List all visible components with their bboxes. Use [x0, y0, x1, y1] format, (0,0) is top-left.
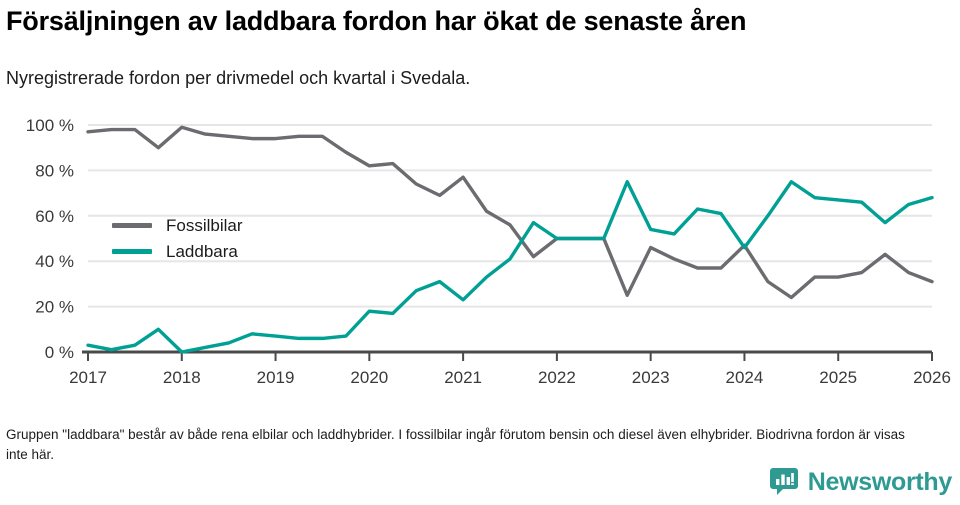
chart-svg: 0 % 20 % 40 % 60 % 80 % 100 % 2017 2018 2019 2020…: [26, 116, 951, 387]
page-subtitle: Nyregistrerade fordon per drivmedel och …: [6, 68, 471, 88]
x-axis-tick-label: 2026: [913, 368, 951, 387]
x-axis-tick-label: 2018: [163, 368, 201, 387]
legend-swatch-laddbara: [112, 248, 152, 254]
series-line-fossilbilar: [86, 125, 934, 300]
y-axis-tick-label: 20 %: [35, 298, 74, 317]
y-axis-tick-label: 0 %: [45, 343, 74, 362]
y-axis-tick-label: 60 %: [35, 207, 74, 226]
x-axis-tick-label: 2017: [69, 368, 107, 387]
y-axis-tick-label: 40 %: [35, 252, 74, 271]
footnote: Gruppen "laddbara" består av både rena e…: [6, 427, 905, 462]
legend-label-laddbara: Laddbara: [166, 241, 238, 261]
x-axis-tick-label: 2019: [257, 368, 295, 387]
x-axis-tick-label: 2021: [444, 368, 482, 387]
chart-legend: Fossilbilar Laddbara: [112, 212, 312, 264]
newsworthy-logo: Newsworthy: [769, 467, 952, 497]
x-axis-tick-label: 2022: [538, 368, 576, 387]
x-axis-tick-label: 2024: [726, 368, 764, 387]
x-axis-tick-label: 2023: [632, 368, 670, 387]
x-axis-tick-label: 2025: [819, 368, 857, 387]
y-axis-tick-label: 80 %: [35, 161, 74, 180]
x-axis-tick-label: 2020: [350, 368, 388, 387]
brand-name: Newsworthy: [807, 467, 953, 496]
legend-item-fossilbilar: Fossilbilar: [112, 212, 312, 238]
legend-item-laddbara: Laddbara: [112, 238, 312, 264]
legend-swatch-fossilbilar: [112, 222, 152, 228]
legend-label-fossilbilar: Fossilbilar: [166, 215, 243, 235]
series-line-laddbara: [86, 180, 934, 354]
y-axis-tick-label: 100 %: [26, 116, 74, 135]
bar-chart-bubble-icon: [769, 467, 799, 497]
line-chart: 0 % 20 % 40 % 60 % 80 % 100 % 2017 2018 2019 2020…: [0, 108, 960, 398]
page-title: Försäljningen av laddbara fordon har öka…: [6, 6, 747, 36]
